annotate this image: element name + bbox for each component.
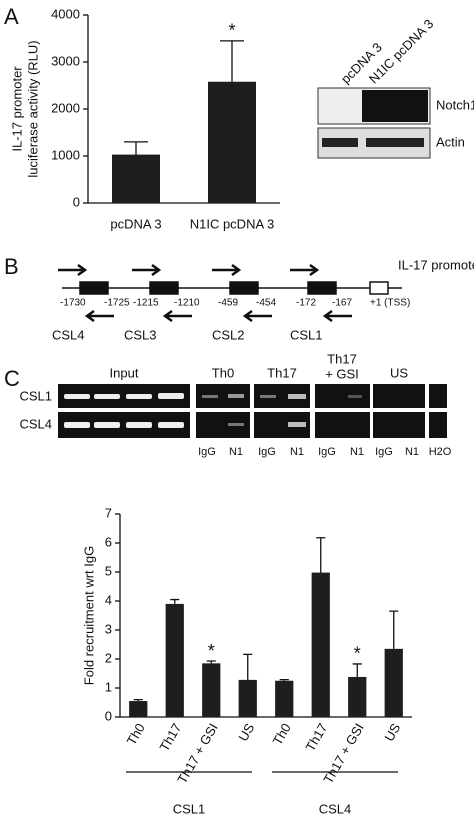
gel-lane: N1	[290, 446, 304, 458]
primer-label: CSL4	[52, 327, 85, 342]
error-bar	[206, 660, 216, 664]
y-tick-label: 4	[105, 592, 112, 607]
y-axis-label: IL-17 promoter	[9, 66, 24, 152]
primer-label: CSL3	[124, 327, 157, 342]
bar	[275, 680, 294, 717]
y-tick-label: 6	[105, 534, 112, 549]
gel-row: CSL1	[19, 388, 52, 403]
gel-group: + GSI	[325, 366, 359, 381]
bar	[311, 572, 330, 717]
group-label: CSL4	[319, 801, 352, 816]
promoter-title: IL-17 promoter	[398, 257, 474, 272]
y-tick-label: 3	[105, 621, 112, 636]
panel-label: B	[4, 254, 19, 279]
bar	[208, 81, 256, 203]
error-bar	[316, 537, 326, 573]
x-tick-label: Th0	[124, 721, 148, 748]
bar	[129, 701, 148, 717]
site-label: -454	[256, 298, 276, 309]
error-bar	[352, 663, 362, 677]
y-tick-label: 1	[105, 679, 112, 694]
gel-row: CSL4	[19, 416, 52, 431]
gel-lane: IgG	[318, 446, 336, 458]
significance: *	[208, 641, 215, 661]
error-bar	[220, 40, 244, 82]
bar	[384, 648, 403, 717]
bar	[202, 663, 221, 717]
y-tick-label: 2000	[51, 100, 80, 115]
y-tick-label: 2	[105, 650, 112, 665]
y-axis-label: luciferase activity (RLU)	[25, 40, 40, 177]
primer-label: CSL2	[212, 327, 245, 342]
y-tick-label: 7	[105, 505, 112, 520]
x-tick-label: US	[381, 720, 403, 743]
western-blot	[317, 87, 431, 159]
error-bar	[279, 678, 289, 681]
bar	[165, 603, 184, 717]
error-bar	[133, 698, 143, 702]
gel-lane: IgG	[375, 446, 393, 458]
y-axis-label: Fold recruitment wrt IgG	[81, 546, 96, 685]
gel-group: Th17	[327, 351, 357, 366]
gel-group: Th17	[267, 365, 297, 380]
error-bar	[243, 653, 253, 680]
row-label: Actin	[436, 134, 465, 149]
x-tick-label: Th17	[303, 721, 331, 754]
x-tick-label: pcDNA 3	[110, 216, 161, 231]
gel-group: Th0	[212, 365, 234, 380]
significance: *	[228, 21, 235, 41]
site-label: -1210	[174, 298, 200, 309]
bar	[348, 676, 367, 717]
site-label: -1725	[104, 298, 130, 309]
gel-lane: N1	[405, 446, 419, 458]
y-tick-label: 1000	[51, 147, 80, 162]
panel-label: C	[4, 366, 20, 391]
x-tick-label: Th0	[270, 721, 294, 748]
y-tick-label: 5	[105, 563, 112, 578]
gel-lane: IgG	[258, 446, 276, 458]
site-label: -1215	[133, 298, 159, 309]
group-label: CSL1	[173, 801, 206, 816]
y-tick-label: 0	[73, 194, 80, 209]
site-label: -167	[332, 298, 352, 309]
promoter-diagram	[58, 263, 402, 323]
gel-lane: N1	[229, 446, 243, 458]
y-tick-label: 3000	[51, 53, 80, 68]
gel-lane: H2O	[429, 446, 452, 458]
y-tick-label: 4000	[51, 6, 80, 21]
gel-lane: IgG	[198, 446, 216, 458]
site-label: -172	[296, 298, 316, 309]
primer-label: CSL1	[290, 327, 323, 342]
significance: *	[354, 644, 361, 664]
bar	[238, 679, 257, 717]
x-tick-label: US	[235, 720, 257, 743]
x-tick-label: Th17	[157, 721, 185, 754]
tss-label: +1 (TSS)	[370, 298, 410, 309]
panel-label: A	[4, 4, 19, 29]
x-tick-label: N1IC pcDNA 3	[190, 216, 275, 231]
gel-lane: N1	[350, 446, 364, 458]
site-label: -459	[218, 298, 238, 309]
error-bar	[124, 141, 148, 155]
row-label: Notch1IC	[436, 97, 474, 112]
gel-group: Input	[110, 365, 139, 380]
gel	[58, 384, 447, 438]
site-label: -1730	[60, 298, 86, 309]
error-bar	[170, 598, 180, 604]
bar	[112, 154, 160, 203]
y-tick-label: 0	[105, 708, 112, 723]
error-bar	[389, 610, 399, 649]
gel-group: US	[390, 365, 408, 380]
